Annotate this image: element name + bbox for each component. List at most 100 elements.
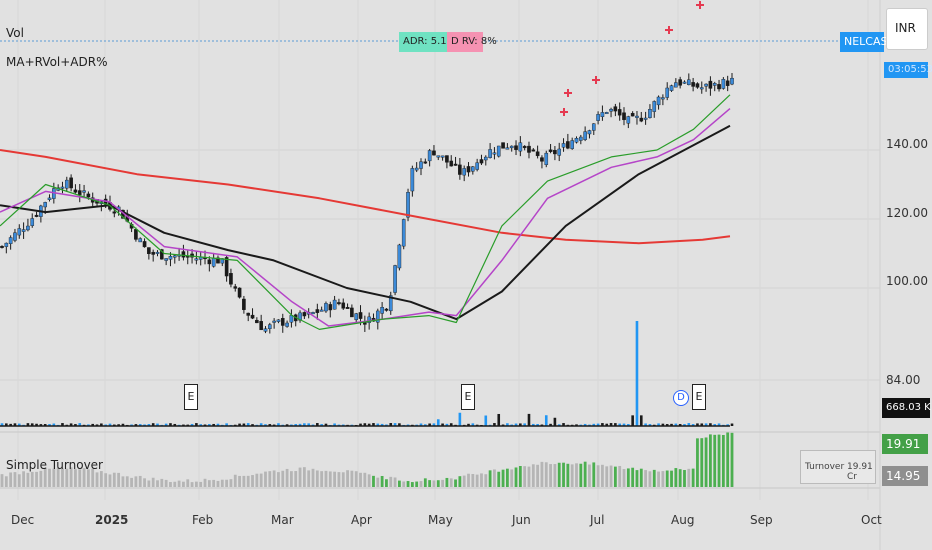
turnover-bar: [601, 464, 604, 487]
volume-bar: [583, 423, 587, 426]
earnings-marker-3[interactable]: E: [692, 384, 706, 410]
currency-button[interactable]: INR: [886, 8, 928, 50]
candle-body: [518, 142, 523, 152]
turnover-bar: [108, 474, 112, 487]
vol-indicator-title[interactable]: Vol: [6, 26, 24, 40]
candle-body: [691, 82, 695, 87]
earnings-marker-1[interactable]: E: [184, 384, 198, 410]
turnover-bar: [691, 468, 695, 487]
volume-bar: [182, 424, 185, 426]
time-tick-jun: Jun: [512, 513, 531, 527]
candle-body: [613, 106, 618, 112]
turnover-bar: [497, 471, 501, 487]
candle-body: [453, 163, 458, 166]
volume-bar: [380, 423, 384, 426]
volume-bar: [519, 423, 522, 426]
turnover-bar: [419, 481, 423, 487]
volume-bar: [95, 424, 99, 426]
turnover-bar: [156, 480, 159, 487]
turnover-bar: [618, 465, 622, 487]
volume-bar: [665, 424, 669, 426]
volume-bar: [52, 423, 56, 426]
turnover-bar: [173, 481, 177, 487]
turnover-bar: [441, 479, 444, 487]
volume-bar: [445, 423, 449, 426]
signal-marker: [592, 76, 600, 84]
candle-body: [557, 148, 562, 156]
volume-bar: [696, 423, 699, 426]
candle-body: [164, 258, 168, 261]
candle-body: [397, 244, 402, 269]
candle-body: [622, 112, 626, 121]
volume-bar: [609, 423, 613, 426]
candle-body: [246, 312, 251, 316]
turnover-bar: [298, 467, 302, 487]
volume-bar: [661, 423, 665, 426]
candle-body: [319, 309, 324, 312]
current-price-label: 03:05:53: [884, 62, 932, 78]
volume-bar: [39, 424, 43, 426]
volume-bar: [290, 424, 293, 426]
volume-bar: [467, 423, 470, 426]
volume-bar: [419, 423, 423, 426]
ma10-line: [0, 94, 731, 330]
candle-body: [471, 166, 475, 172]
volume-bar: [78, 423, 82, 426]
turnover-bar: [333, 471, 337, 487]
candle-body: [449, 160, 454, 167]
turnover-bar: [674, 468, 678, 487]
earnings-marker-2[interactable]: E: [461, 384, 475, 410]
candle-body: [21, 229, 26, 232]
turnover-bar: [117, 472, 121, 487]
candle-body: [501, 142, 505, 149]
volume-bar: [506, 423, 509, 426]
turnover-bar: [242, 475, 246, 487]
volume-bar: [307, 423, 310, 426]
volume-bar: [130, 424, 133, 426]
candle-body: [617, 109, 622, 116]
turnover-bar: [277, 472, 280, 487]
turnover-indicator-title[interactable]: Simple Turnover: [6, 458, 103, 472]
turnover-bar: [130, 477, 133, 487]
candle-body: [354, 313, 359, 320]
price-tick-84: 84.00: [886, 373, 921, 387]
turnover-bar: [389, 476, 393, 487]
turnover-bar: [199, 481, 203, 487]
volume-bar: [303, 423, 306, 426]
volume-bar: [100, 423, 103, 426]
turnover-bar: [510, 469, 514, 487]
candle-body: [509, 145, 514, 149]
candle-body: [142, 241, 147, 248]
turnover-bar: [65, 468, 69, 487]
volume-bar: [683, 424, 686, 426]
candle-body: [255, 319, 259, 324]
candle-body: [414, 167, 419, 171]
turnover-bar: [22, 471, 25, 487]
ma-indicator-title[interactable]: MA+RVol+ADR%: [6, 55, 108, 69]
volume-bar: [251, 424, 254, 426]
turnover-bar: [678, 469, 682, 487]
volume-bar: [458, 412, 462, 426]
turnover-bar: [665, 470, 669, 487]
volume-bar: [216, 423, 220, 426]
volume-bar: [61, 423, 64, 426]
turnover-bar: [285, 468, 289, 487]
volume-bar: [69, 423, 73, 426]
candle-body: [358, 312, 363, 319]
candle-body: [587, 130, 592, 135]
turnover-bar: [229, 479, 233, 487]
candle-body: [259, 321, 263, 331]
symbol-label[interactable]: NELCAST: [840, 32, 894, 52]
candle-body: [341, 302, 346, 309]
volume-bar: [208, 424, 211, 426]
candle-body: [427, 150, 432, 162]
volume-bar: [143, 424, 146, 426]
dividend-marker[interactable]: D: [673, 390, 689, 406]
turnover-bar: [186, 479, 190, 487]
volume-bar: [169, 423, 172, 426]
price-tick-100: 100.00: [886, 274, 928, 288]
candle-body: [466, 166, 471, 173]
turnover-last-label: 19.91: [882, 434, 928, 454]
volume-bar: [48, 424, 51, 426]
